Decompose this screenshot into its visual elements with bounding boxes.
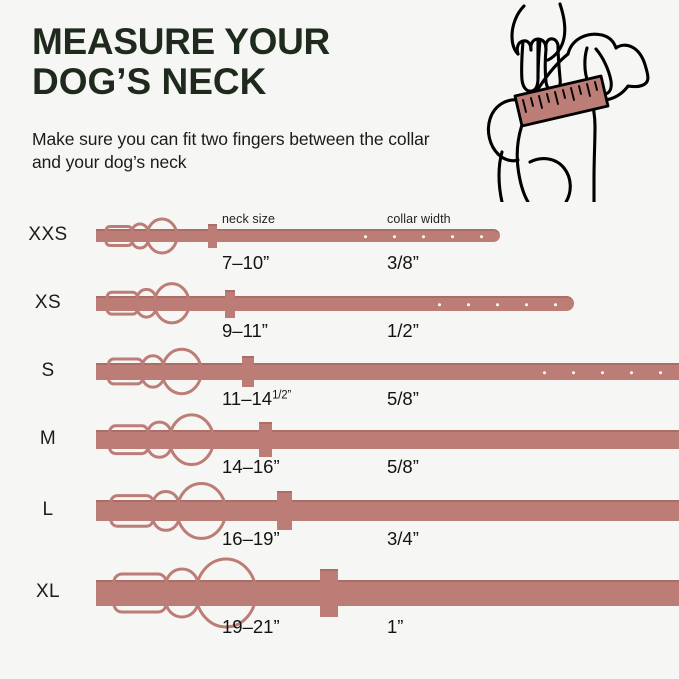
collar-width-value: 3/8” [387,252,419,273]
collar-buckle [98,215,220,257]
strap-hole [496,302,500,307]
strap-hole [601,370,605,375]
collar-strap-xl [96,580,679,606]
page-title: MEASURE YOUR DOG’S NECK [32,22,452,102]
hand-measuring-dog-neck-with-ruler-illustration [460,2,679,202]
strap-hole [451,234,455,239]
strap-hole [467,302,471,307]
strap-hole [554,302,558,307]
neck-size-value: 7–10” [222,252,270,273]
neck-size-value: 11–141/2” [222,388,292,409]
size-label-xxs: XXS [28,223,68,245]
collar-buckle [98,477,295,545]
strap-hole [659,370,663,375]
collar-width-value: 5/8” [387,388,419,409]
size-label-m: M [39,427,57,449]
strap-hole [364,234,368,239]
neck-size-value: 16–19” [222,528,280,549]
collar-width-value: 5/8” [387,456,419,477]
neck-size-value: 9–11” [222,320,268,341]
collar-strap-xxs [96,229,500,242]
collar-buckle [98,279,239,327]
strap-hole [525,302,529,307]
size-label-xs: XS [34,291,62,313]
collar-width-value: 1/2” [387,320,419,341]
collar-strap-m [96,430,679,449]
neck-size-value: 19–21” [222,616,280,637]
collar-buckle [98,344,258,399]
collar-strap-xs [96,296,574,311]
strap-hole [393,234,397,239]
strap-hole [438,302,442,307]
collar-width-value: 1” [387,616,404,637]
strap-keeper [320,569,338,617]
strap-keeper [277,491,292,530]
column-header-collar-width: collar width [387,212,451,226]
strap-keeper [225,289,235,318]
size-label-xl: XL [35,581,61,602]
column-header-neck-size: neck size [222,212,276,226]
collar-strap-s [96,363,679,380]
strap-hole [543,370,547,375]
strap-keeper [242,356,254,387]
strap-hole [630,370,634,375]
size-label-l: L [42,498,54,520]
collar-width-value: 3/4” [387,528,419,549]
neck-size-value: 14–16” [222,456,280,477]
page-title-line-2: DOG’S NECK [32,60,267,102]
collar-buckle [98,551,342,635]
page-title-line-1: MEASURE YOUR [32,21,330,62]
collar-buckle [98,409,276,470]
size-label-s: S [41,359,55,381]
strap-hole [422,234,426,239]
strap-hole [572,370,576,375]
collar-strap-l [96,500,679,521]
page-subtitle: Make sure you can fit two fingers betwee… [32,129,430,173]
strap-hole [480,234,484,239]
neck-size-fraction: 1/2” [272,389,292,402]
strap-keeper [208,223,217,248]
strap-keeper [259,422,272,457]
